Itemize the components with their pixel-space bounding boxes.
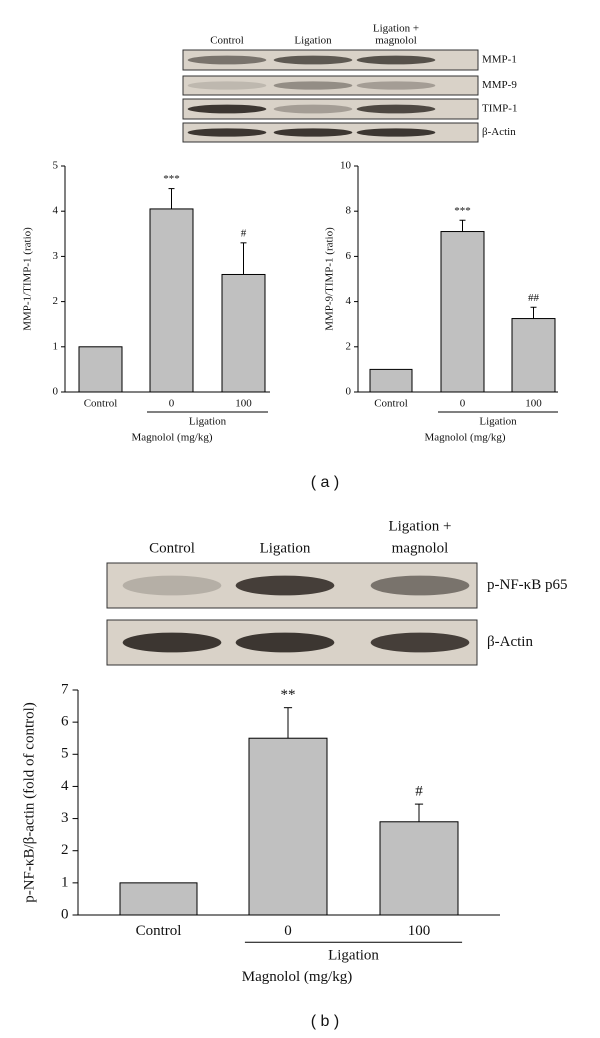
lane-label: Ligation	[260, 540, 311, 556]
y-tick-label: 0	[53, 386, 59, 398]
x-tick-label: 100	[235, 398, 252, 410]
group-label: Ligation	[479, 416, 517, 428]
group-label: Ligation	[189, 416, 227, 428]
row-label: MMP-1	[482, 54, 517, 66]
x-tick-label: 0	[169, 398, 175, 410]
y-tick-label: 5	[61, 746, 69, 762]
significance-label: ***	[163, 173, 180, 185]
x-tick-label: 0	[284, 923, 292, 939]
y-tick-label: 8	[346, 205, 352, 217]
blot-band	[356, 55, 436, 65]
bar	[440, 231, 485, 393]
lane-label: magnolol	[392, 540, 449, 556]
row-label: β-Actin	[482, 126, 516, 138]
x-tick-label: 100	[408, 923, 431, 939]
blot-band	[356, 104, 436, 114]
y-axis-label: MMP-9/TIMP-1 (ratio)	[324, 227, 336, 331]
y-tick-label: 10	[340, 160, 352, 172]
y-tick-label: 5	[53, 160, 59, 172]
y-tick-label: 1	[61, 874, 69, 890]
y-tick-label: 2	[53, 295, 59, 307]
blot-band	[273, 128, 353, 137]
y-tick-label: 3	[53, 250, 59, 262]
significance-label: #	[415, 783, 423, 799]
bar	[369, 368, 413, 393]
blot-band	[273, 104, 353, 114]
blot-strip	[182, 75, 479, 96]
bar	[248, 737, 328, 916]
blot-band	[356, 128, 436, 137]
row-label: TIMP-1	[482, 103, 517, 115]
blot-band	[122, 575, 222, 596]
blot-band	[187, 104, 267, 114]
blot-band	[370, 575, 470, 596]
blot-band	[187, 81, 267, 90]
blot-band	[187, 55, 267, 65]
blot-band	[235, 632, 335, 653]
y-tick-label: 1	[53, 340, 59, 352]
blot-band	[122, 632, 222, 653]
significance-label: #	[241, 227, 247, 239]
blot-strip	[182, 98, 479, 120]
blot-band	[187, 128, 267, 137]
y-axis-label: MMP-1/TIMP-1 (ratio)	[22, 227, 34, 331]
blot-band	[273, 81, 353, 90]
x-axis-label: Magnolol (mg/kg)	[132, 432, 213, 444]
y-tick-label: 4	[346, 295, 352, 307]
lane-label: Ligation	[294, 35, 332, 47]
significance-label: ##	[528, 292, 540, 304]
y-tick-label: 0	[346, 386, 352, 398]
lane-label: magnolol	[375, 35, 417, 47]
x-axis-label: Magnolol (mg/kg)	[242, 969, 352, 985]
blot-band	[356, 81, 436, 90]
lane-label: Control	[149, 540, 195, 556]
y-tick-label: 7	[61, 681, 69, 697]
x-tick-label: Control	[136, 923, 182, 939]
significance-label: **	[281, 687, 296, 703]
y-tick-label: 2	[61, 842, 69, 858]
row-label: β-Actin	[487, 634, 533, 650]
lane-label: Ligation +	[388, 518, 451, 534]
blot-band	[235, 575, 335, 596]
y-tick-label: 6	[61, 714, 69, 730]
x-tick-label: Control	[84, 398, 118, 410]
y-tick-label: 6	[346, 250, 352, 262]
bar	[511, 318, 556, 393]
x-tick-label: 100	[525, 398, 542, 410]
lane-label: Ligation +	[373, 23, 419, 35]
significance-label: ***	[454, 205, 471, 217]
y-tick-label: 2	[346, 340, 352, 352]
bar	[119, 882, 198, 916]
panel-label: ( b )	[311, 1013, 339, 1030]
y-tick-label: 4	[61, 778, 69, 794]
blot-band	[273, 55, 353, 65]
bar	[78, 346, 123, 393]
y-tick-label: 4	[53, 205, 59, 217]
y-tick-label: 0	[61, 906, 69, 922]
y-axis-label: p-NF-κB/β-actin (fold of control)	[21, 702, 37, 903]
x-tick-label: 0	[460, 398, 466, 410]
blot-band	[370, 632, 470, 653]
row-label: MMP-9	[482, 79, 517, 91]
y-tick-label: 3	[61, 810, 69, 826]
bar	[379, 821, 459, 916]
panel-label: ( a )	[311, 474, 339, 491]
lane-label: Control	[210, 35, 244, 47]
bar	[221, 273, 266, 393]
x-tick-label: Control	[374, 398, 408, 410]
x-axis-label: Magnolol (mg/kg)	[425, 432, 506, 444]
group-label: Ligation	[328, 947, 379, 963]
bar	[149, 208, 194, 393]
row-label: p-NF-κB p65	[487, 577, 567, 593]
